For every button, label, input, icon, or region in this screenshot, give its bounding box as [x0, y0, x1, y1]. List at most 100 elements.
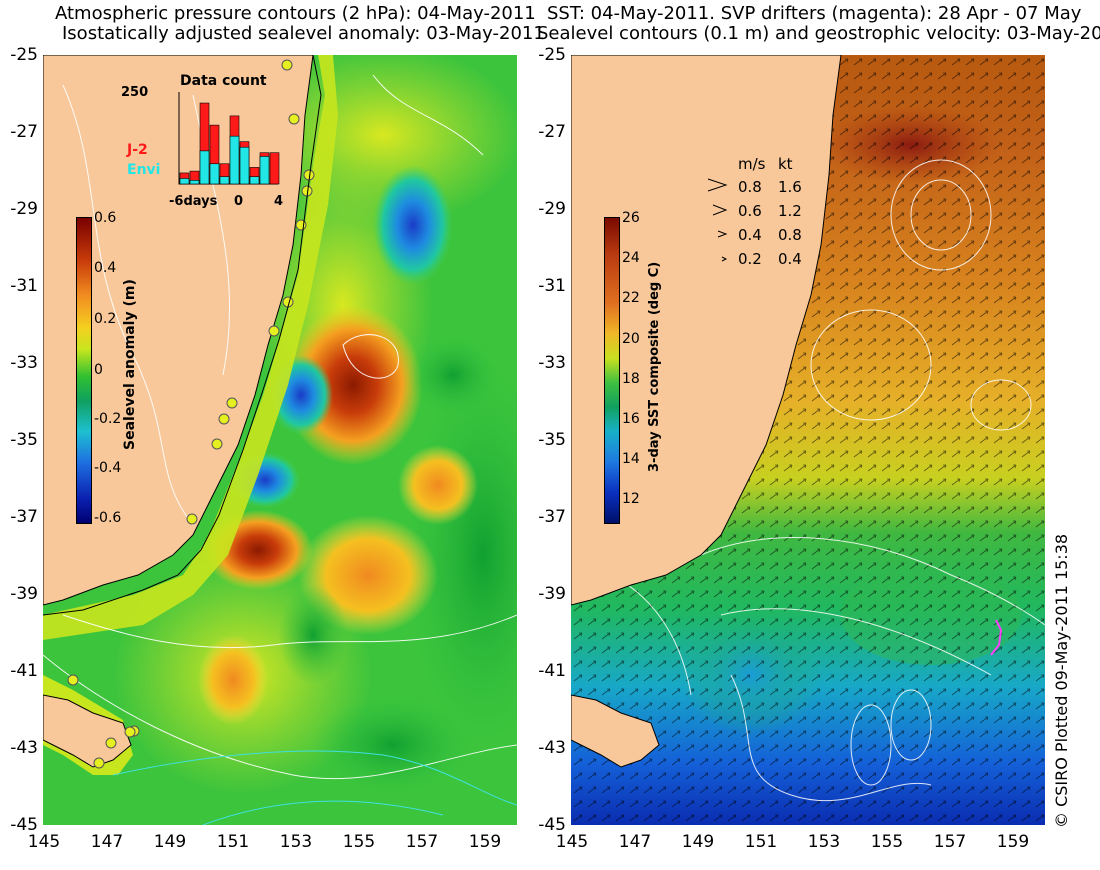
y-tick-label: -41 [538, 661, 566, 681]
y-tick-label: -27 [538, 122, 566, 142]
inset-bar-j2 [269, 152, 280, 185]
right-x-axis: 145 147 149 151 153 155 157 159 [528, 832, 1068, 862]
x-tick-label: 159 [468, 832, 502, 852]
australia-mainland [43, 55, 314, 606]
x-tick-label: 153 [807, 832, 841, 852]
inset-x-tick: 4 [274, 194, 284, 209]
y-tick-label: -25 [538, 45, 566, 65]
left-colorbar [76, 217, 92, 524]
velocity-ms-value: 0.4 [738, 226, 762, 244]
right-colorbar-tick: 18 [622, 371, 640, 387]
left-colorbar-tick: 0.2 [94, 311, 117, 327]
y-tick-label: -33 [10, 353, 38, 373]
inset-legend-envi: Envi [127, 162, 161, 178]
y-tick-label: -45 [10, 815, 38, 835]
y-tick-label: -39 [538, 584, 566, 604]
right-title-line2: Sealevel contours (0.1 m) and geostrophi… [537, 23, 1100, 44]
tasmania [43, 694, 132, 768]
left-title-line2: Isostatically adjusted sealevel anomaly:… [62, 23, 545, 44]
x-tick-label: 147 [90, 832, 124, 852]
inset-x-tick: 0 [234, 194, 244, 209]
y-tick-label: -39 [10, 584, 38, 604]
y-tick-label: -31 [10, 276, 38, 296]
left-colorbar-tick: 0.6 [94, 210, 117, 226]
velocity-kt-value: 1.2 [778, 202, 802, 220]
y-tick-label: -35 [538, 430, 566, 450]
x-tick-label: 149 [681, 832, 715, 852]
y-tick-label: -27 [10, 122, 38, 142]
inset-bar-envi [219, 176, 230, 185]
x-tick-label: 151 [216, 832, 250, 852]
right-colorbar [604, 217, 620, 524]
left-colorbar-tick: 0 [94, 362, 103, 378]
left-colorbar-tick: -0.4 [94, 460, 122, 476]
right-colorbar-tick: 24 [622, 250, 640, 266]
sst-velocity-map[interactable] [571, 55, 1045, 825]
right-y-axis: -25 -27 -29 -31 -33 -35 -37 -39 -41 -43 … [528, 0, 571, 870]
inset-y-max-label: 250 [121, 85, 149, 100]
left-colorbar-tick: -0.2 [94, 411, 122, 427]
inset-bar-envi [239, 146, 250, 185]
inset-bar-envi [179, 178, 190, 185]
plot-credit: © CSIRO Plotted 09-May-2011 15:38 [1052, 533, 1071, 828]
right-colorbar-tick: 20 [622, 331, 640, 347]
right-colorbar-label: 3-day SST composite (deg C) [647, 261, 662, 472]
right-colorbar-tick: 14 [622, 451, 640, 467]
y-tick-label: -29 [538, 199, 566, 219]
right-colorbar-tick: 16 [622, 411, 640, 427]
y-tick-label: -43 [538, 738, 566, 758]
velocity-kt-value: 1.6 [778, 178, 802, 196]
x-tick-label: 147 [618, 832, 652, 852]
data-count-inset: Data count 250 J-2 Envi -6days 0 4 [121, 72, 295, 212]
velocity-legend-header-ms: m/s [738, 155, 766, 173]
x-tick-label: 157 [933, 832, 967, 852]
inset-bar-envi [209, 163, 220, 185]
right-colorbar-tick: 22 [622, 290, 640, 306]
x-tick-label: 145 [555, 832, 589, 852]
velocity-kt-value: 0.4 [778, 250, 802, 268]
velocity-kt-value: 0.8 [778, 226, 802, 244]
left-y-axis: -25 -27 -29 -31 -33 -35 -37 -39 -41 -43 … [0, 0, 43, 870]
velocity-ms-value: 0.2 [738, 250, 762, 268]
x-tick-label: 155 [870, 832, 904, 852]
y-tick-label: -37 [538, 507, 566, 527]
sst-velocity-map-graphic [571, 55, 1045, 825]
inset-bar-envi [189, 180, 200, 185]
y-tick-label: -45 [538, 815, 566, 835]
left-colorbar-label: Sealevel anomaly (m) [122, 279, 138, 450]
tasmania [571, 694, 660, 768]
velocity-legend: m/s kt 0.8 1.6 0.6 1.2 0.4 0.8 0.2 0.4 [700, 155, 820, 270]
x-tick-label: 155 [342, 832, 376, 852]
velocity-legend-header-kt: kt [778, 155, 793, 173]
sea-level-anomaly-map-graphic [43, 55, 517, 825]
y-tick-label: -35 [10, 430, 38, 450]
left-x-axis: 145 147 149 151 153 155 157 159 [0, 832, 540, 862]
left-title-line1: Atmospheric pressure contours (2 hPa): 0… [55, 3, 536, 24]
velocity-ms-value: 0.8 [738, 178, 762, 196]
x-tick-label: 145 [27, 832, 61, 852]
y-tick-label: -29 [10, 199, 38, 219]
velocity-ms-value: 0.6 [738, 202, 762, 220]
x-tick-label: 159 [996, 832, 1030, 852]
inset-bar-plot [178, 92, 280, 185]
drifter-track [990, 619, 1003, 656]
right-colorbar-tick: 26 [622, 210, 640, 226]
x-tick-label: 157 [405, 832, 439, 852]
x-tick-label: 151 [744, 832, 778, 852]
left-colorbar-tick: -0.6 [94, 510, 122, 526]
inset-bar-envi [229, 135, 240, 185]
y-tick-label: -33 [538, 353, 566, 373]
inset-bar-envi [249, 176, 260, 185]
inset-x-tick: -6days [169, 194, 218, 209]
sea-level-anomaly-map[interactable] [43, 55, 517, 825]
x-tick-label: 149 [153, 832, 187, 852]
left-colorbar-tick: 0.4 [94, 260, 117, 276]
y-tick-label: -41 [10, 661, 38, 681]
x-tick-label: 153 [279, 832, 313, 852]
australia-mainland [571, 55, 842, 606]
inset-legend-j2: J-2 [127, 142, 148, 158]
y-tick-label: -37 [10, 507, 38, 527]
inset-title: Data count [180, 73, 267, 89]
inset-bar-envi [199, 150, 210, 185]
right-title-line1: SST: 04-May-2011. SVP drifters (magenta)… [547, 3, 1082, 24]
